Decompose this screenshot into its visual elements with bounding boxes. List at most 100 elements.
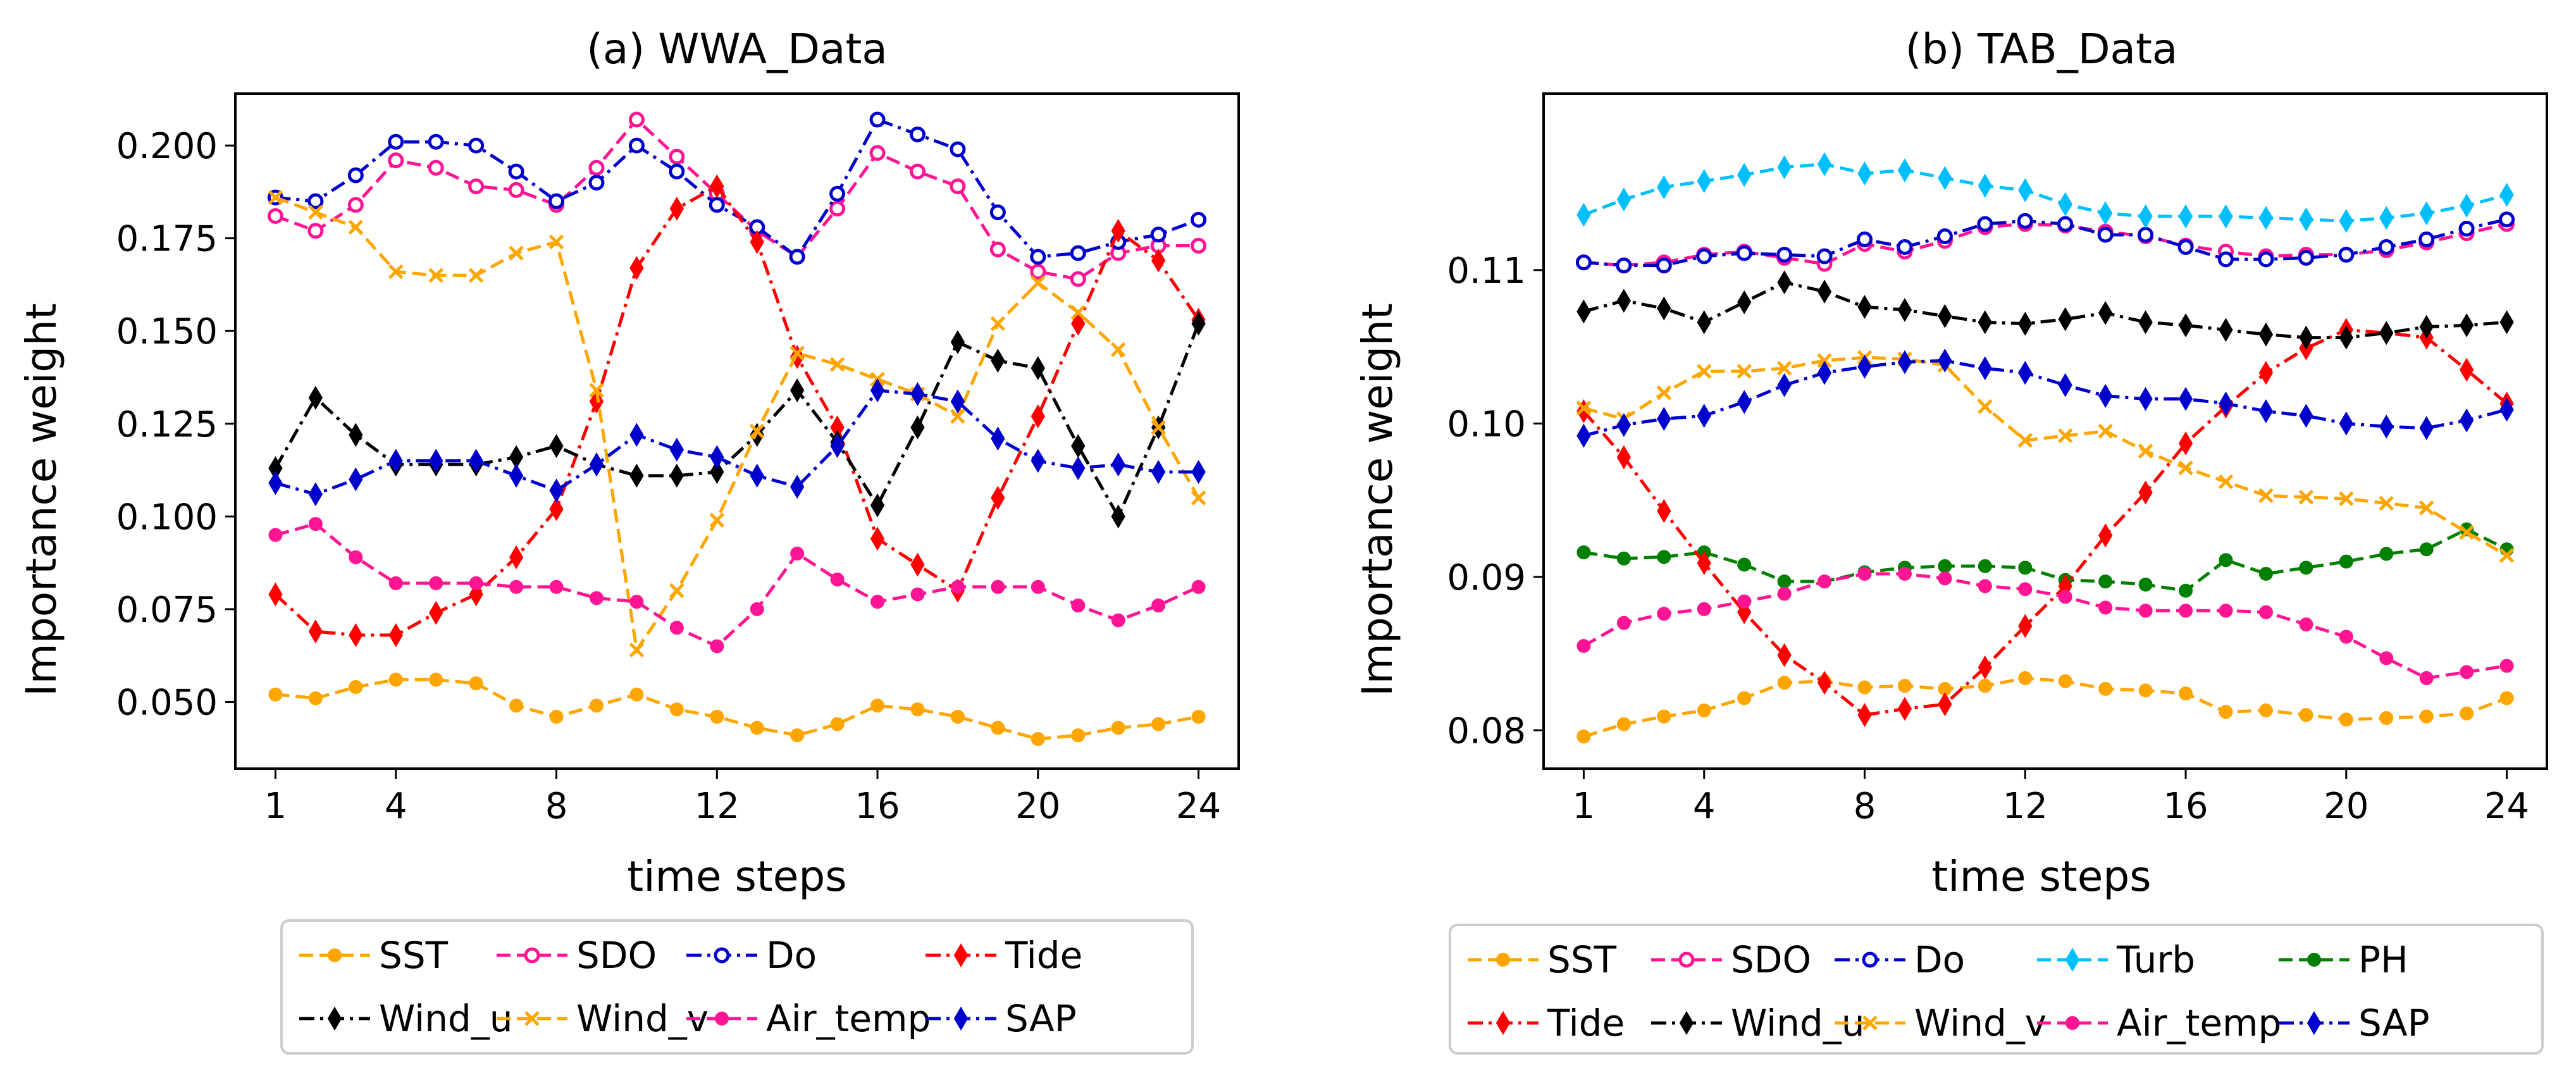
- data-point: [1938, 304, 1952, 328]
- data-point: [308, 385, 323, 410]
- data-point: [1151, 598, 1166, 613]
- data-point: [2058, 674, 2072, 688]
- data-point: [308, 204, 323, 220]
- legend-item-sap: SAP: [2279, 1001, 2430, 1045]
- data-point: [1616, 616, 1631, 630]
- data-point: [2499, 211, 2515, 228]
- data-point: [1191, 709, 1206, 724]
- legend-item-sap: SAP: [926, 997, 1077, 1040]
- data-point: [2379, 651, 2394, 666]
- data-point: [429, 449, 443, 473]
- data-point: [1857, 567, 1872, 581]
- data-point: [1697, 169, 1711, 194]
- data-point: [1897, 697, 1912, 721]
- data-point: [1110, 342, 1126, 357]
- data-point: [2258, 361, 2274, 385]
- data-point: [549, 709, 564, 724]
- data-point: [1576, 202, 1591, 227]
- data-point: [1191, 237, 1207, 254]
- data-point: [909, 126, 926, 142]
- data-point: [2499, 310, 2514, 335]
- data-point: [1697, 602, 1711, 616]
- data-point: [950, 389, 965, 414]
- data-point: [2339, 491, 2354, 506]
- data-point: [709, 197, 725, 213]
- data-point: [1737, 390, 1752, 414]
- data-point: [2057, 428, 2073, 443]
- data-point: [1978, 399, 1993, 414]
- data-point: [2138, 204, 2153, 228]
- legend-marker: [715, 1012, 729, 1026]
- data-point: [2178, 460, 2193, 476]
- data-point: [1857, 354, 1872, 379]
- data-point: [1031, 732, 1045, 747]
- data-point: [2138, 578, 2153, 592]
- data-point: [1697, 551, 1711, 576]
- x-tick-label: 8: [545, 786, 568, 827]
- data-point: [2058, 192, 2072, 216]
- data-point: [1978, 579, 1992, 593]
- y-tick-label: 0.125: [116, 404, 218, 445]
- legend-marker: [524, 1011, 540, 1026]
- data-point: [2258, 703, 2273, 717]
- legend-item-air-temp: Air_temp: [686, 997, 931, 1040]
- data-point: [428, 159, 444, 176]
- data-point: [669, 196, 684, 221]
- data-point: [268, 687, 283, 702]
- legend-label: SST: [379, 934, 449, 977]
- legend-label: Wind_u: [379, 997, 513, 1040]
- data-point: [2459, 313, 2474, 338]
- data-point: [1030, 263, 1046, 280]
- legend-item-wind-v: Wind_v: [1835, 1001, 2047, 1045]
- data-point: [1936, 228, 1953, 245]
- data-point: [349, 550, 363, 564]
- data-point: [2459, 408, 2474, 433]
- legend-item-sdo: SDO: [1651, 938, 1811, 981]
- data-point: [468, 178, 485, 195]
- data-point: [1978, 356, 1993, 381]
- legend-marker: [953, 1007, 969, 1031]
- data-point: [2058, 590, 2072, 604]
- data-point: [2098, 383, 2113, 408]
- series-line: [1583, 162, 2508, 223]
- data-point: [750, 463, 764, 488]
- data-point: [830, 573, 845, 587]
- data-point: [2419, 709, 2434, 724]
- x-tick-label: 12: [695, 786, 740, 827]
- data-point: [2098, 523, 2113, 548]
- data-point: [1657, 709, 1671, 724]
- data-point: [349, 423, 363, 447]
- data-point: [268, 471, 283, 495]
- data-point: [589, 383, 604, 398]
- legend-label: Wind_v: [1914, 1001, 2047, 1045]
- data-point: [2339, 629, 2353, 644]
- data-point: [2138, 310, 2153, 335]
- data-point: [2418, 231, 2435, 247]
- x-tick-label: 1: [1573, 786, 1595, 827]
- data-point: [2179, 604, 2193, 618]
- chart-title: (b) TAB_Data: [1905, 25, 2178, 73]
- data-point: [388, 133, 404, 150]
- data-point: [549, 433, 564, 458]
- data-point: [2057, 216, 2074, 232]
- x-tick-label: 16: [855, 786, 900, 827]
- data-point: [509, 463, 524, 488]
- data-point: [2460, 706, 2474, 721]
- data-point: [548, 234, 564, 250]
- data-point: [1777, 676, 1792, 690]
- data-point: [669, 621, 684, 635]
- legend-marker: [2307, 1011, 2322, 1035]
- data-point: [870, 698, 885, 713]
- data-point: [588, 175, 605, 191]
- series-line: [1583, 527, 2508, 593]
- data-point: [2379, 414, 2394, 439]
- chart-panel-wwa: (a) WWA_Data time steps Importance weigh…: [17, 25, 1240, 1055]
- data-point: [308, 691, 323, 705]
- series-line: [275, 678, 1199, 741]
- data-point: [910, 552, 925, 577]
- data-point: [1576, 400, 1592, 416]
- data-point: [1977, 216, 1993, 232]
- data-point: [268, 528, 283, 542]
- series-line: [274, 323, 1200, 520]
